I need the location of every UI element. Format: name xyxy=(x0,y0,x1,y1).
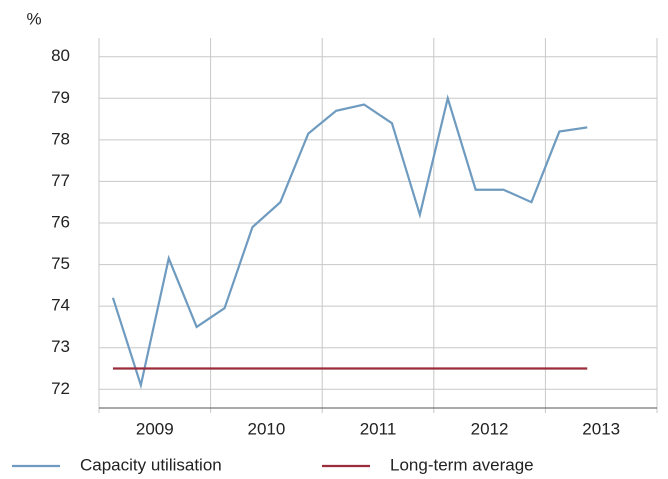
y-tick-label: 77 xyxy=(51,171,70,190)
y-unit: % xyxy=(26,9,41,28)
y-tick-label: 78 xyxy=(51,129,70,148)
y-tick-label: 74 xyxy=(51,296,70,315)
y-tick-label: 73 xyxy=(51,337,70,356)
y-tick-label: 75 xyxy=(51,254,70,273)
x-tick-label: 2010 xyxy=(247,419,285,438)
y-tick-label: 76 xyxy=(51,212,70,231)
legend-label: Long-term average xyxy=(390,455,534,474)
x-tick-label: 2012 xyxy=(471,419,509,438)
x-tick-label: 2013 xyxy=(582,419,620,438)
y-tick-label: 80 xyxy=(51,46,70,65)
y-tick-label: 79 xyxy=(51,88,70,107)
y-tick-label: 72 xyxy=(51,379,70,398)
series-line xyxy=(111,94,588,390)
x-tick-label: 2011 xyxy=(360,419,397,438)
x-tick-label: 2009 xyxy=(136,419,174,438)
legend-label: Capacity utilisation xyxy=(80,455,222,474)
